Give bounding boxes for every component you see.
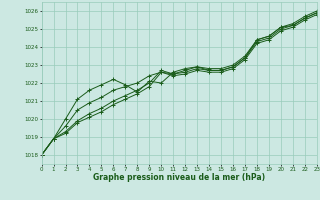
- X-axis label: Graphe pression niveau de la mer (hPa): Graphe pression niveau de la mer (hPa): [93, 173, 265, 182]
